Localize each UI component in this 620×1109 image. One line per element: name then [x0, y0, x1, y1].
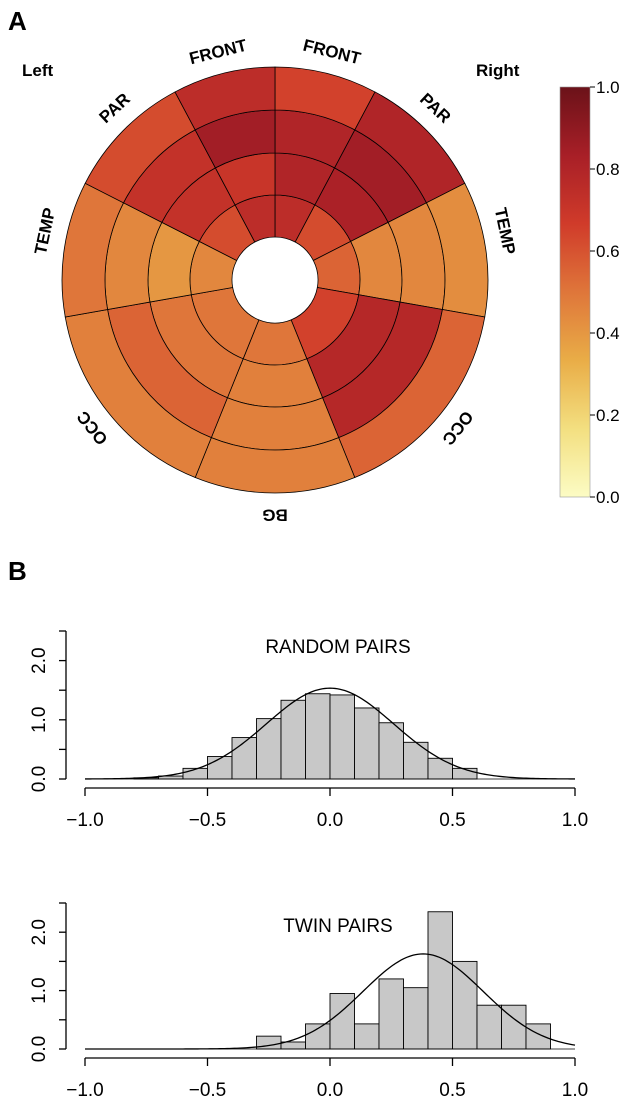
- histogram-bar: [305, 693, 331, 780]
- colorbar-tick-label: 1.0: [596, 78, 620, 97]
- histogram-bar: [427, 757, 453, 780]
- x-tick-label: −0.5: [189, 810, 227, 831]
- histogram-bar: [256, 718, 282, 780]
- x-tick-label: −1.0: [66, 810, 104, 831]
- histogram-bar: [403, 987, 429, 1050]
- histogram-bar: [354, 707, 380, 780]
- histogram-bar: [280, 1041, 306, 1050]
- region-label: PAR: [416, 89, 454, 127]
- histogram-bar: [231, 737, 257, 780]
- histogram-random-pairs: RANDOM PAIRS 0.0 1.0 2.0 −1.0 −0.5 0.0 0.5 1.0: [29, 630, 588, 831]
- x-tick-label: 1.0: [562, 810, 588, 831]
- histogram-bar: [329, 694, 355, 780]
- y-tick-label: 0.0: [29, 766, 50, 792]
- histogram-bar: [305, 1023, 331, 1050]
- x-tick-label: 0.5: [439, 810, 465, 831]
- x-tick-label: 0.0: [317, 810, 343, 831]
- x-tick-label: 0.5: [439, 1080, 465, 1101]
- histogram-bar: [427, 911, 453, 1050]
- side-label-right: Right: [476, 61, 520, 80]
- region-label: FRONT: [301, 36, 363, 69]
- region-label: FRONT: [187, 36, 249, 69]
- histogram-bar: [378, 978, 404, 1050]
- y-tick-label: 2.0: [29, 647, 50, 673]
- x-tick-label: −1.0: [66, 1080, 104, 1101]
- wheel-segment: [226, 358, 324, 408]
- y-tick-label: 0.0: [29, 1036, 50, 1062]
- colorbar-tick-label: 0.0: [596, 488, 620, 507]
- colorbar-tick-label: 0.2: [596, 406, 620, 425]
- colorbar-tick-label: 0.6: [596, 242, 620, 261]
- histogram-bar: [378, 722, 404, 780]
- x-tick-label: 1.0: [562, 1080, 588, 1101]
- region-label: TEMP: [31, 206, 59, 256]
- region-label: OCC: [73, 407, 112, 448]
- x-tick-label: −0.5: [189, 1080, 227, 1101]
- fit-curve: [85, 953, 576, 1050]
- region-label: TEMP: [491, 206, 519, 256]
- histogram-bar: [403, 741, 429, 780]
- wheel-chart: FRONT FRONT PAR TEMP OCC BG OCC TEMP PAR: [31, 36, 519, 525]
- side-label-left: Left: [22, 61, 54, 80]
- wheel-segment: [174, 66, 276, 131]
- histogram-title: TWIN PAIRS: [283, 916, 392, 937]
- histogram-bar: [207, 756, 233, 780]
- colorbar-tick-label: 0.8: [596, 160, 620, 179]
- panel-label-b: B: [8, 556, 27, 586]
- colorbar-tick-label: 0.4: [596, 324, 620, 343]
- histogram-twin-pairs: TWIN PAIRS 0.0 1.0 2.0 −1.0 −0.5 0.0 0.5 1.0: [29, 902, 588, 1101]
- histogram-bar: [280, 699, 306, 780]
- colorbar-gradient: [559, 86, 591, 498]
- region-label: PAR: [96, 89, 134, 127]
- fit-curve: [85, 687, 575, 780]
- histogram-bar: [329, 993, 355, 1050]
- y-tick-label: 1.0: [29, 707, 50, 733]
- histogram-title: RANDOM PAIRS: [265, 637, 410, 658]
- histogram-bar: [354, 1023, 380, 1050]
- region-label: BG: [262, 506, 288, 525]
- histogram-bar: [476, 1004, 502, 1050]
- panel-label-a: A: [8, 6, 27, 36]
- y-tick-label: 1.0: [29, 977, 50, 1003]
- colorbar: 0.0 0.2 0.4 0.6 0.8 1.0: [559, 78, 620, 507]
- region-label: OCC: [438, 407, 477, 448]
- histogram-bar: [525, 1023, 551, 1050]
- histogram-bar: [452, 960, 478, 1050]
- y-tick-label: 2.0: [29, 919, 50, 945]
- x-tick-label: 0.0: [317, 1080, 343, 1101]
